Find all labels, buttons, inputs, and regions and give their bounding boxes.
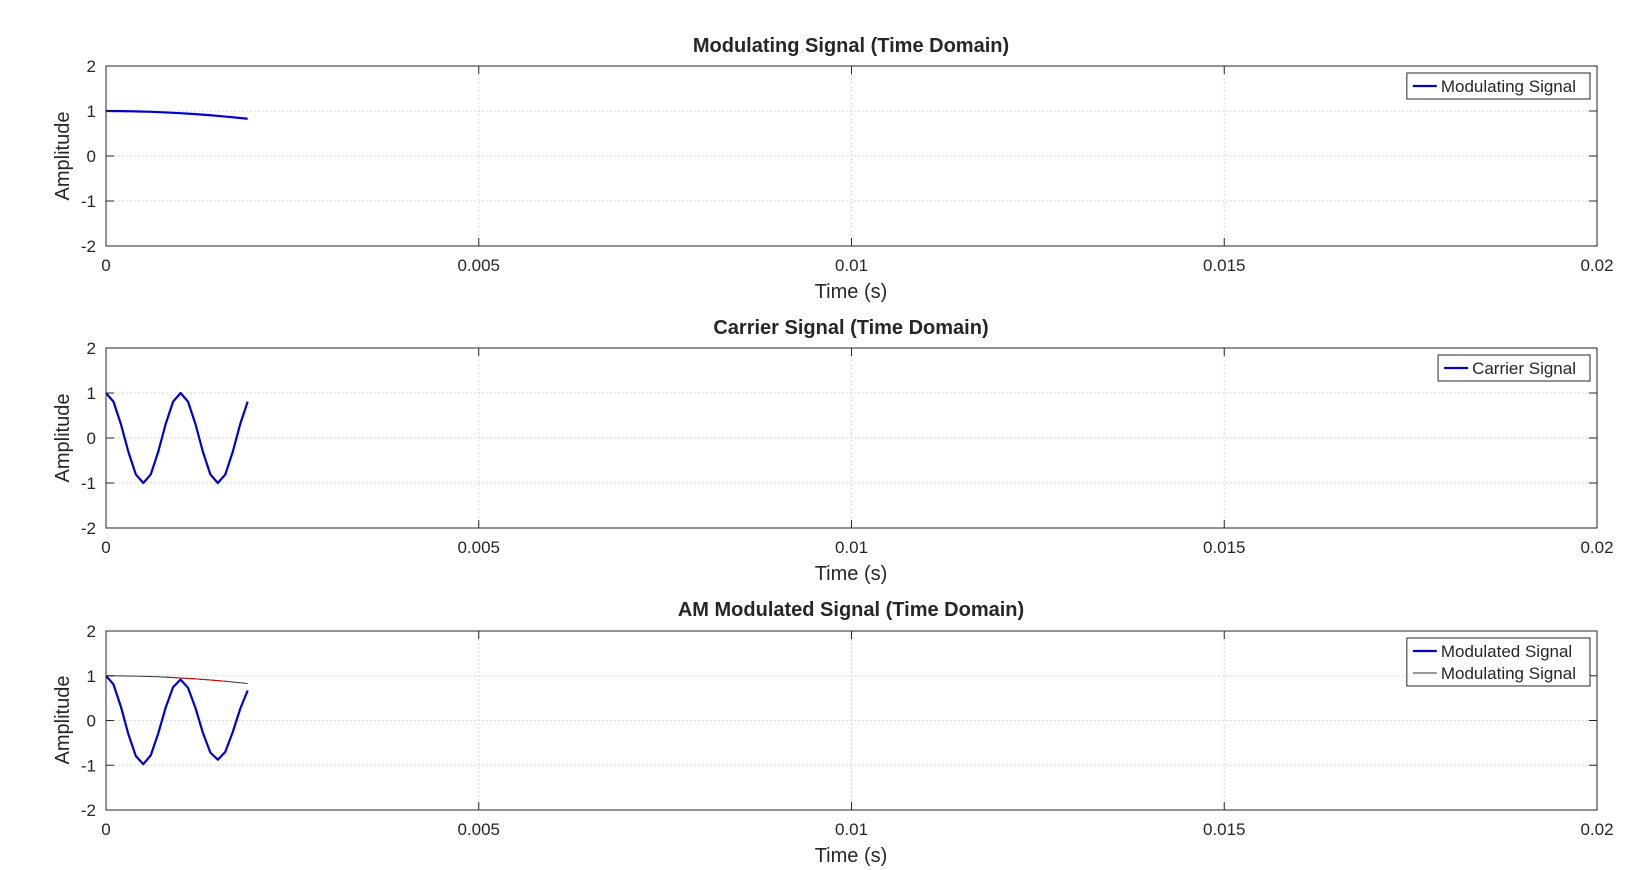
- x-tick-label: 0.015: [1203, 538, 1246, 557]
- x-axis-label: Time (s): [815, 281, 888, 303]
- legend-entry-modulating-signal: Modulating Signal: [1441, 77, 1576, 96]
- y-tick-label: 0: [87, 712, 96, 731]
- y-tick-label: 1: [87, 667, 96, 686]
- subplot-carrier-signal: Carrier Signal (Time Domain) 0 0.005 0.01 0…: [52, 317, 1614, 585]
- x-tick-label: 0.005: [457, 820, 500, 839]
- y-axis-label: Amplitude: [52, 112, 74, 201]
- x-tick-label: 0.02: [1580, 820, 1613, 839]
- x-tick-label: 0.015: [1203, 820, 1246, 839]
- legend: Modulating Signal: [1406, 72, 1591, 100]
- y-axis-label: Amplitude: [52, 394, 74, 483]
- x-axis-label: Time (s): [815, 845, 888, 867]
- x-tick-label: 0: [101, 256, 110, 275]
- x-tick-label: 0.005: [457, 538, 500, 557]
- x-axis-label: Time (s): [815, 563, 888, 585]
- y-tick-label: 2: [87, 622, 96, 641]
- series-line-2: [165, 676, 226, 682]
- x-tick-label: 0.005: [457, 256, 500, 275]
- y-tick-label: 0: [87, 147, 96, 166]
- y-tick-label: 1: [87, 102, 96, 121]
- x-tick-label: 0.01: [835, 256, 868, 275]
- x-tick-label: 0.01: [835, 538, 868, 557]
- x-tick-label: 0: [101, 538, 110, 557]
- legend-entry-modulated-signal: Modulated Signal: [1441, 642, 1572, 661]
- y-tick-label: -1: [81, 192, 96, 211]
- subplot-modulating-signal: Modulating Signal (Time Domain) 0 0.005 0.…: [52, 35, 1614, 303]
- legend-entry-modulating-signal: Modulating Signal: [1441, 664, 1576, 683]
- legend-box: [1406, 637, 1591, 687]
- y-tick-label: 1: [87, 384, 96, 403]
- x-tick-label: 0: [101, 820, 110, 839]
- y-tick-label: -2: [81, 519, 96, 538]
- legend-box: [1406, 72, 1591, 100]
- y-tick-label: -1: [81, 756, 96, 775]
- y-axis-label: Amplitude: [52, 676, 74, 765]
- subplot-title: AM Modulated Signal (Time Domain): [678, 599, 1024, 621]
- y-tick-label: 2: [87, 339, 96, 358]
- x-tick-label: 0.02: [1580, 538, 1613, 557]
- x-tick-label: 0.01: [835, 820, 868, 839]
- y-tick-label: -2: [81, 237, 96, 256]
- y-tick-label: -1: [81, 474, 96, 493]
- y-tick-label: 0: [87, 429, 96, 448]
- series-line-modulated-signal: [105, 675, 249, 766]
- subplot-title: Modulating Signal (Time Domain): [693, 35, 1009, 57]
- legend: Modulated Signal Modulating Signal: [1406, 637, 1591, 687]
- x-tick-label: 0.015: [1203, 256, 1246, 275]
- legend-entry-carrier-signal: Carrier Signal: [1472, 359, 1576, 378]
- y-tick-label: -2: [81, 801, 96, 820]
- subplot-am-modulated-signal: AM Modulated Signal (Time Domain) 0 0.005…: [52, 599, 1614, 867]
- series-line-modulating-signal: [105, 109, 248, 120]
- y-tick-label: 2: [87, 57, 96, 76]
- subplot-title: Carrier Signal (Time Domain): [713, 317, 988, 339]
- legend: Carrier Signal: [1437, 354, 1591, 382]
- x-tick-label: 0.02: [1580, 256, 1613, 275]
- series-line-carrier-signal: [105, 391, 249, 485]
